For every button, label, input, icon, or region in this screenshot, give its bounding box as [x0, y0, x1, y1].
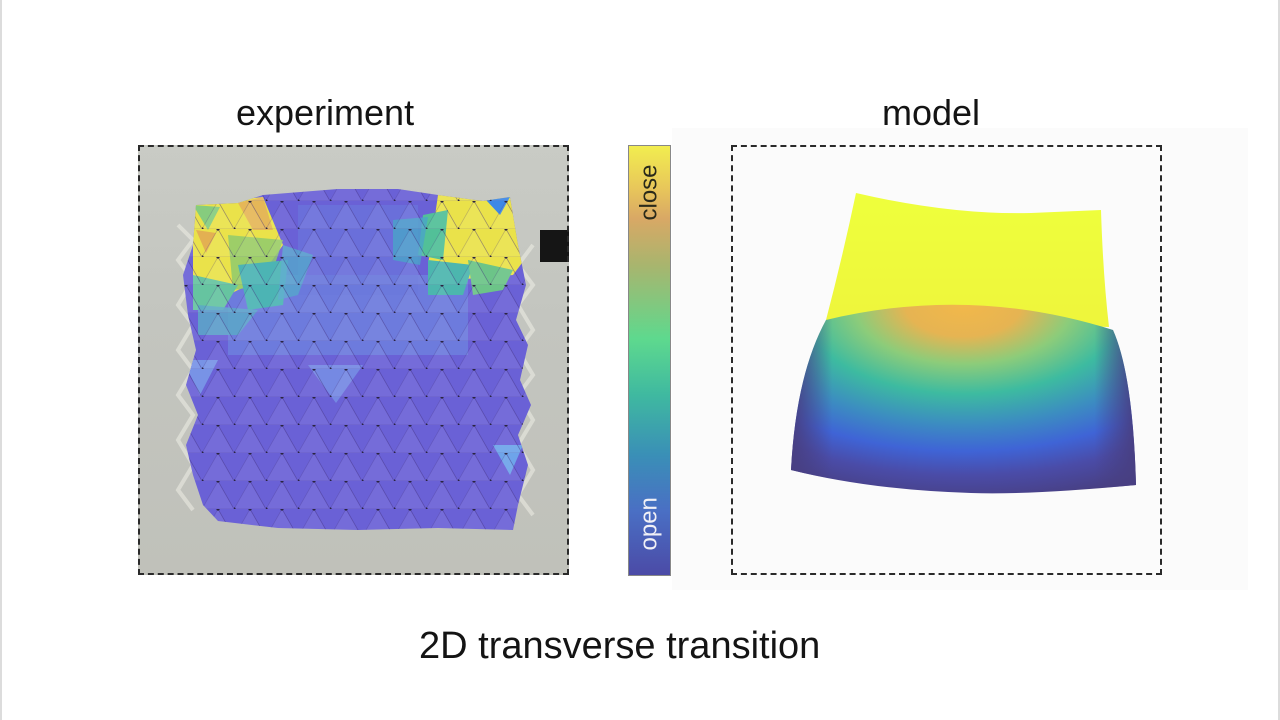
slide-left-edge	[0, 0, 2, 720]
slide-caption: 2D transverse transition	[419, 625, 821, 667]
experiment-title: experiment	[236, 92, 415, 133]
model-title: model	[882, 92, 981, 133]
colorbar: close open	[628, 145, 671, 576]
slide-right-edge	[1278, 0, 1280, 720]
colorbar-close-label: close	[635, 164, 663, 221]
colorbar-open-label: open	[635, 497, 663, 551]
model-sheet-graphic	[791, 193, 1136, 494]
experiment-image	[138, 145, 569, 575]
experiment-sheet-graphic	[175, 189, 569, 530]
